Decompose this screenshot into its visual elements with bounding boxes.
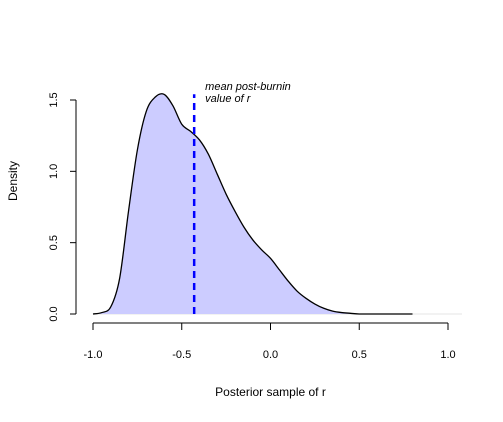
x-tick-label: -1.0 bbox=[84, 349, 103, 361]
x-tick-label: 0.5 bbox=[352, 349, 367, 361]
mean-annotation-line2: value of r bbox=[205, 93, 252, 105]
density-fill bbox=[93, 93, 413, 315]
x-tick-label: -0.5 bbox=[172, 349, 191, 361]
x-tick-label: 1.0 bbox=[440, 349, 455, 361]
x-axis: -1.0 -0.5 0.0 0.5 1.0 bbox=[84, 322, 456, 361]
mean-annotation-line1: mean post-burnin bbox=[205, 81, 291, 93]
y-tick-label: 0.5 bbox=[48, 235, 60, 250]
plot-area bbox=[92, 93, 462, 315]
y-tick-label: 1.0 bbox=[48, 164, 60, 179]
y-axis-label: Density bbox=[6, 161, 20, 201]
y-tick-label: 0.0 bbox=[48, 306, 60, 321]
y-tick-label: 1.5 bbox=[48, 92, 60, 107]
density-curve bbox=[92, 93, 413, 315]
y-axis: 0.0 0.5 1.0 1.5 bbox=[48, 92, 77, 322]
x-axis-label: Posterior sample of r bbox=[215, 385, 326, 399]
x-tick-label: 0.0 bbox=[263, 349, 278, 361]
